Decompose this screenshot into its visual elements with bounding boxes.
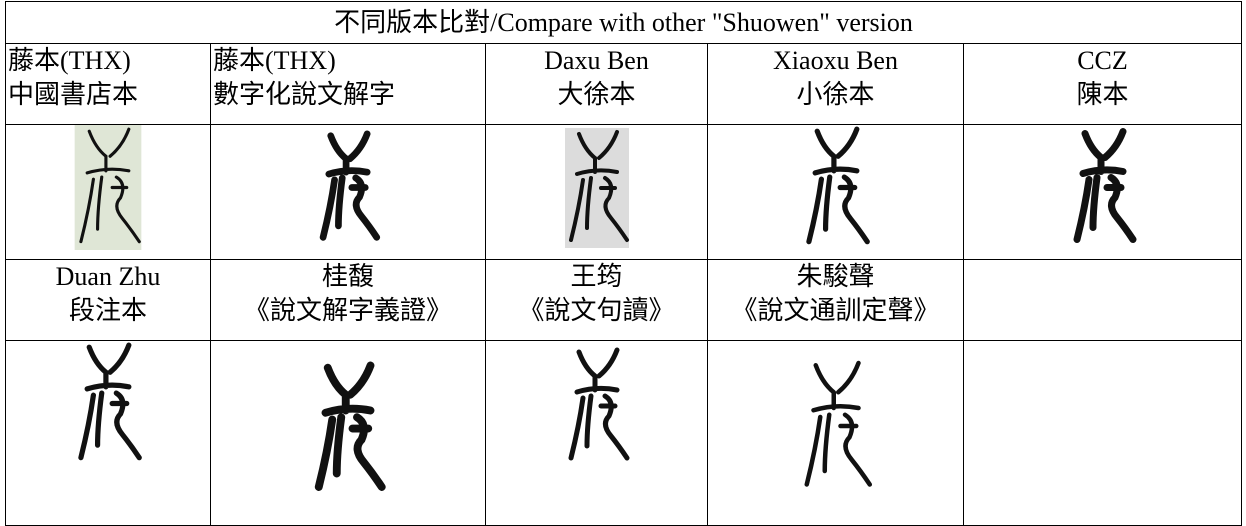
image-cell [210,340,486,526]
label-line: 大徐本 [557,80,636,109]
label-line: 王筠 [570,262,623,291]
seal-glyph [805,126,870,245]
image-cell [963,340,1242,526]
label-cell: 藤本(THX) 數字化說文解字 [210,43,486,125]
image-row [5,124,1242,260]
seal-glyph [568,347,629,461]
image-cell [485,124,708,260]
image-cell [485,340,708,526]
label-line: 《說文解字義證》 [243,296,452,325]
label-line: 中國書店本 [8,80,139,109]
label-line: 小徐本 [796,80,875,109]
label-line: 段注本 [68,296,147,325]
seal-glyph [804,360,872,487]
label-line: 藤本(THX) [8,46,131,75]
label-cell: 藤本(THX) 中國書店本 [5,43,211,125]
table-title: 不同版本比對/Compare with other "Shuowen" vers… [5,1,1242,44]
label-cell: CCZ 陳本 [963,43,1242,125]
label-cell [963,259,1242,341]
label-cell: 桂馥《說文解字義證》 [210,259,486,341]
seal-glyph [319,130,381,241]
seal-glyph [1073,128,1136,243]
seal-glyph [314,361,386,491]
label-line: Duan Zhu [55,262,161,291]
label-line: 《說文句讀》 [518,296,675,325]
label-cell: Duan Zhu 段注本 [5,259,211,341]
image-cell [210,124,486,260]
image-cell [963,124,1242,260]
comparison-table: 不同版本比對/Compare with other "Shuowen" vers… [5,1,1242,526]
label-line: Xiaoxu Ben [773,46,898,75]
seal-glyph [564,127,629,248]
label-line: 《說文通訓定聲》 [731,296,940,325]
title-row: 不同版本比對/Compare with other "Shuowen" vers… [5,1,1242,44]
label-row: 藤本(THX) 中國書店本 藤本(THX) 數字化說文解字 Daxu Ben 大徐本 Xia… [5,43,1242,125]
label-cell: 王筠 《說文句讀》 [485,259,708,341]
label-cell: Daxu Ben 大徐本 [485,43,708,125]
label-cell: 朱駿聲《說文通訓定聲》 [707,259,964,341]
image-cell [5,124,211,260]
label-line: 數字化說文解字 [213,80,396,109]
label-cell: Xiaoxu Ben 小徐本 [707,43,964,125]
table-body: 不同版本比對/Compare with other "Shuowen" vers… [5,1,1242,526]
seal-glyph [74,125,142,250]
image-cell [5,340,211,526]
label-row: Duan Zhu 段注本 桂馥 《說文解字義證》 王筠 《說文句讀》 朱駿聲 《說文通訓定聲》 [5,259,1242,341]
image-row [5,340,1242,526]
label-line: 藤本(THX) [213,46,336,75]
seal-glyph [78,342,142,461]
label-line: Daxu Ben [544,46,649,75]
label-line: CCZ [1077,46,1128,75]
image-cell [707,124,964,260]
image-cell [707,340,964,526]
label-line: 陳本 [1076,80,1129,109]
label-line: 桂馥 [321,262,374,291]
label-line: 朱駿聲 [796,262,875,291]
